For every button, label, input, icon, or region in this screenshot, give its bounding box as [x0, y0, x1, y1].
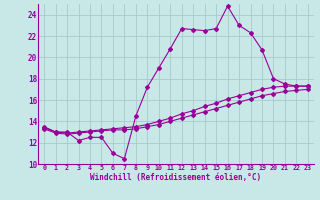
X-axis label: Windchill (Refroidissement éolien,°C): Windchill (Refroidissement éolien,°C)	[91, 173, 261, 182]
